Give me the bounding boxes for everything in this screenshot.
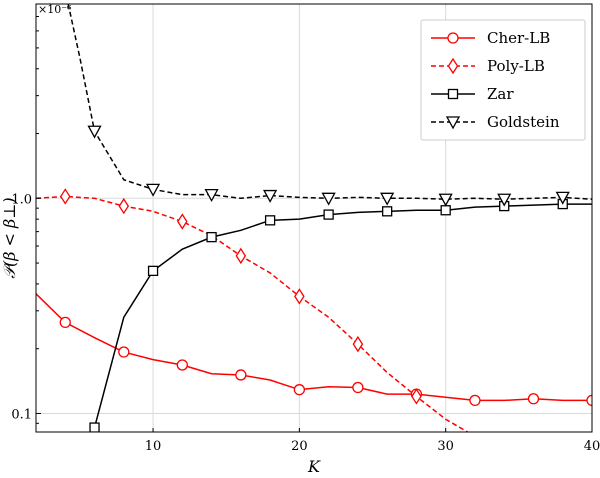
data-point-zar — [382, 206, 393, 217]
data-point-poly-lb — [235, 247, 247, 265]
data-point-goldstein — [204, 188, 219, 202]
data-point-zar — [440, 205, 451, 216]
legend: Cher-LB Poly-LB Zar Goldstein — [420, 19, 586, 141]
plot-frame — [35, 3, 593, 433]
data-point-goldstein — [145, 183, 161, 197]
data-point-goldstein — [438, 193, 453, 207]
data-point-goldstein — [497, 193, 512, 207]
series-line-poly-lb — [36, 195, 469, 432]
legend-marker-poly-lb — [447, 57, 459, 75]
data-point-goldstein — [87, 125, 102, 139]
legend-label-goldstein: Goldstein — [487, 113, 560, 131]
data-point-cher-lb — [586, 394, 592, 407]
data-point-goldstein — [321, 192, 336, 206]
data-point-poly-lb — [294, 288, 305, 305]
x-tick-label: 30 — [437, 439, 454, 454]
data-point-zar — [147, 265, 159, 277]
data-point-cher-lb — [59, 316, 71, 329]
data-point-zar — [323, 209, 334, 220]
data-point-cher-lb — [235, 369, 247, 381]
x-tick-label: 40 — [584, 439, 600, 454]
data-point-cher-lb — [469, 394, 481, 407]
y-tick-label: 1.0 — [11, 192, 32, 207]
data-point-cher-lb — [527, 393, 540, 405]
data-point-poly-lb — [411, 388, 422, 405]
data-point-zar — [206, 231, 217, 243]
legend-marker-zar — [447, 88, 459, 100]
series-line-goldstein — [67, 4, 592, 200]
data-point-zar — [89, 422, 100, 432]
series-layer — [36, 4, 592, 432]
data-point-cher-lb — [176, 359, 188, 371]
data-point-poly-lb — [118, 197, 130, 215]
y-axis-label: 𝒫(β < β⊥) — [0, 197, 19, 278]
legend-marker-cher-lb — [447, 32, 459, 44]
y-multiplier-label: ×10⁻⁶ — [38, 3, 72, 16]
data-point-cher-lb — [293, 384, 306, 396]
x-tick-label: 20 — [291, 439, 308, 454]
data-point-goldstein — [555, 191, 570, 205]
legend-label-cher-lb: Cher-LB — [487, 29, 550, 47]
data-point-poly-lb — [352, 335, 364, 353]
axes: 10 20 30 40 0.1 1.0 — [11, 15, 600, 454]
y-tick-label: 0.1 — [11, 407, 32, 422]
legend-box — [420, 19, 586, 141]
legend-label-poly-lb: Poly-LB — [487, 57, 545, 75]
data-point-goldstein — [380, 192, 395, 206]
x-tick-label: 10 — [145, 439, 162, 454]
data-point-goldstein — [263, 189, 278, 203]
data-point-cher-lb — [118, 346, 130, 358]
legend-marker-goldstein — [445, 116, 461, 130]
data-point-zar — [264, 215, 276, 226]
legend-label-zar: Zar — [487, 85, 514, 103]
data-point-poly-lb — [177, 213, 188, 230]
data-point-poly-lb — [59, 188, 71, 205]
data-point-cher-lb — [352, 381, 364, 394]
x-axis-label: K — [307, 457, 321, 476]
